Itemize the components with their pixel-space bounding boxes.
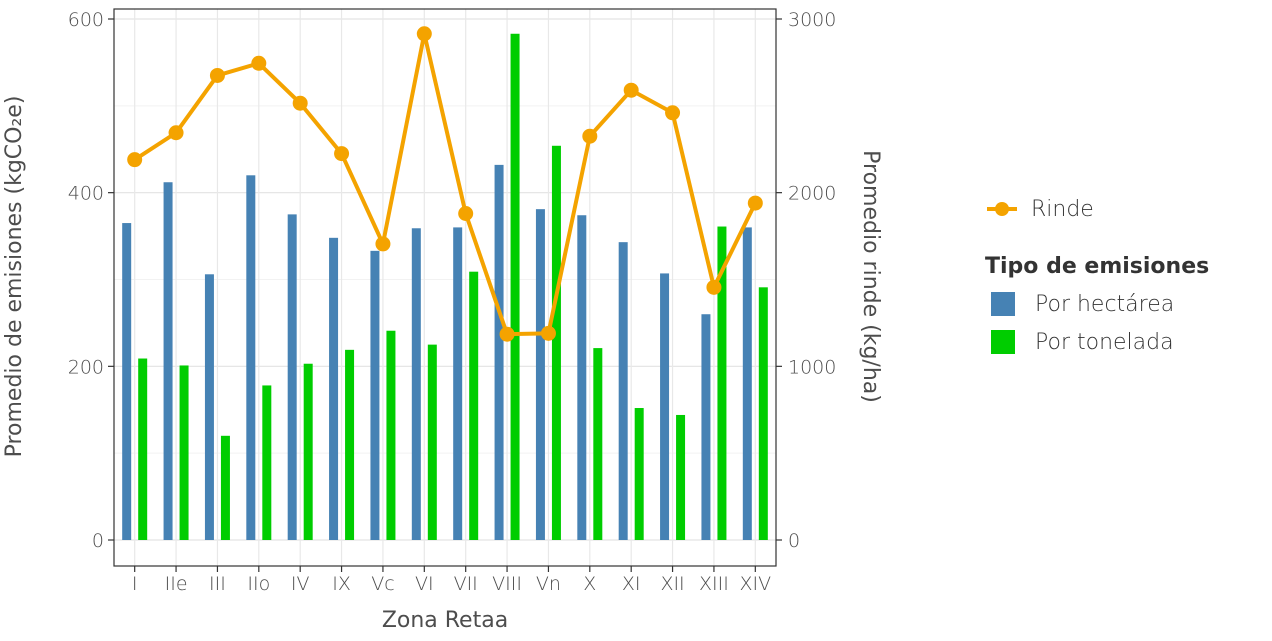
rinde-point-iie	[168, 125, 184, 141]
bar-por-tonelada-vii	[469, 271, 479, 540]
y-tick-label: 400	[68, 183, 104, 205]
rinde-point-i	[127, 152, 143, 168]
y-tick-label: 200	[68, 356, 104, 378]
bar-por-hect-rea-vn	[535, 209, 545, 541]
legend-item-por-tonelada: Por tonelada	[985, 323, 1209, 361]
x-tick-label: XIII	[699, 573, 729, 595]
rinde-point-viii	[499, 326, 515, 342]
bar-por-tonelada-vc	[386, 330, 396, 540]
bar-por-tonelada-x	[593, 348, 603, 540]
bar-por-hect-rea-iio	[246, 175, 256, 541]
bar-por-hect-rea-xi	[618, 242, 628, 540]
y-tick-label: 0	[92, 530, 104, 552]
legend-title: Tipo de emisiones	[985, 254, 1210, 279]
bar-por-tonelada-vi	[427, 344, 437, 540]
y-axis-title: Promedio de emisiones (kgCO₂e)	[2, 96, 27, 458]
bar-por-hect-rea-xii	[660, 273, 670, 540]
x-tick-label: I	[132, 573, 138, 595]
x-tick-label: VIII	[492, 573, 522, 595]
bar-por-tonelada-iv	[303, 363, 313, 540]
x-tick-label: IIe	[165, 573, 188, 595]
x-tick-label: IX	[332, 573, 351, 595]
x-tick-label: VI	[415, 573, 434, 595]
rinde-point-xii	[665, 105, 681, 121]
rinde-point-iii	[209, 67, 225, 83]
rinde-point-vn	[540, 325, 556, 341]
x-tick-label: VII	[454, 573, 478, 595]
rinde-point-iv	[292, 95, 308, 111]
bar-por-tonelada-iie	[179, 365, 189, 540]
x-tick-label: XIV	[740, 573, 772, 595]
rinde-point-ix	[334, 146, 350, 162]
x-tick-label: X	[583, 573, 596, 595]
y2-axis-title: Promedio rinde (kg/ha)	[858, 150, 883, 403]
x-tick-label: IIo	[247, 573, 270, 595]
bar-por-hect-rea-ix	[329, 237, 339, 540]
ticks: 0 200 400 600 0 1000 2000 3000 I IIe III IIo IV IX Vc V…	[68, 9, 837, 595]
x-tick-label: IV	[291, 573, 310, 595]
bar-por-tonelada-iio	[262, 385, 272, 540]
bar-por-hect-rea-viii	[494, 164, 504, 540]
x-tick-label: XII	[660, 573, 684, 595]
rinde-point-vi	[416, 26, 432, 42]
rinde-line-series	[127, 26, 763, 342]
bar-por-hect-rea-vii	[453, 227, 463, 540]
green-swatch-icon	[991, 330, 1015, 354]
x-tick-label: XI	[622, 573, 641, 595]
bar-por-hect-rea-xiv	[742, 227, 752, 540]
bar-por-hect-rea-iie	[163, 182, 173, 540]
legend-label: Rinde	[1031, 196, 1094, 222]
y2-tick-label: 3000	[788, 9, 836, 31]
x-tick-label: Vn	[536, 573, 561, 595]
bar-por-hect-rea-xiii	[701, 314, 711, 540]
line-point-icon	[985, 194, 1019, 224]
bar-por-tonelada-xi	[634, 408, 644, 540]
x-tick-label: III	[209, 573, 226, 595]
y2-tick-label: 0	[788, 530, 800, 552]
y2-tick-label: 1000	[788, 356, 836, 378]
rinde-point-xiii	[706, 279, 722, 295]
legend-label: Por tonelada	[1035, 329, 1174, 355]
rinde-point-vc	[375, 236, 391, 252]
y-tick-label: 600	[68, 9, 104, 31]
bar-por-tonelada-ix	[345, 349, 355, 540]
x-tick-label: Vc	[371, 573, 394, 595]
bar-por-tonelada-xiii	[717, 226, 727, 540]
bar-por-hect-rea-x	[577, 215, 587, 540]
rinde-line	[133, 31, 758, 337]
legend-item-rinde: Rinde	[985, 190, 1209, 228]
rinde-point-xiv	[747, 195, 763, 211]
x-axis-title: Zona Retaa	[382, 608, 508, 633]
rinde-point-iio	[251, 55, 267, 71]
bar-por-tonelada-iii	[220, 435, 230, 540]
legend: Rinde Tipo de emisiones Por hectárea Por…	[985, 190, 1209, 361]
blue-swatch-icon	[991, 292, 1015, 316]
bars	[122, 33, 768, 541]
rinde-point-x	[582, 128, 598, 144]
bar-por-tonelada-xiv	[758, 287, 768, 540]
bar-por-hect-rea-vc	[370, 250, 380, 540]
bar-por-tonelada-vn	[551, 145, 561, 540]
rinde-point-xi	[623, 82, 639, 98]
bar-por-tonelada-xii	[676, 414, 686, 540]
y2-tick-label: 2000	[788, 183, 836, 205]
rinde-point-vii	[458, 206, 474, 222]
bar-por-tonelada-i	[138, 358, 148, 540]
bar-por-hect-rea-i	[122, 223, 132, 540]
bar-por-hect-rea-vi	[411, 228, 421, 541]
panel-border	[113, 8, 777, 567]
legend-label: Por hectárea	[1035, 291, 1175, 317]
legend-item-por-hectarea: Por hectárea	[985, 285, 1209, 323]
bar-por-hect-rea-iii	[204, 274, 214, 540]
bar-por-hect-rea-iv	[287, 214, 297, 540]
bar-por-tonelada-viii	[510, 33, 520, 541]
